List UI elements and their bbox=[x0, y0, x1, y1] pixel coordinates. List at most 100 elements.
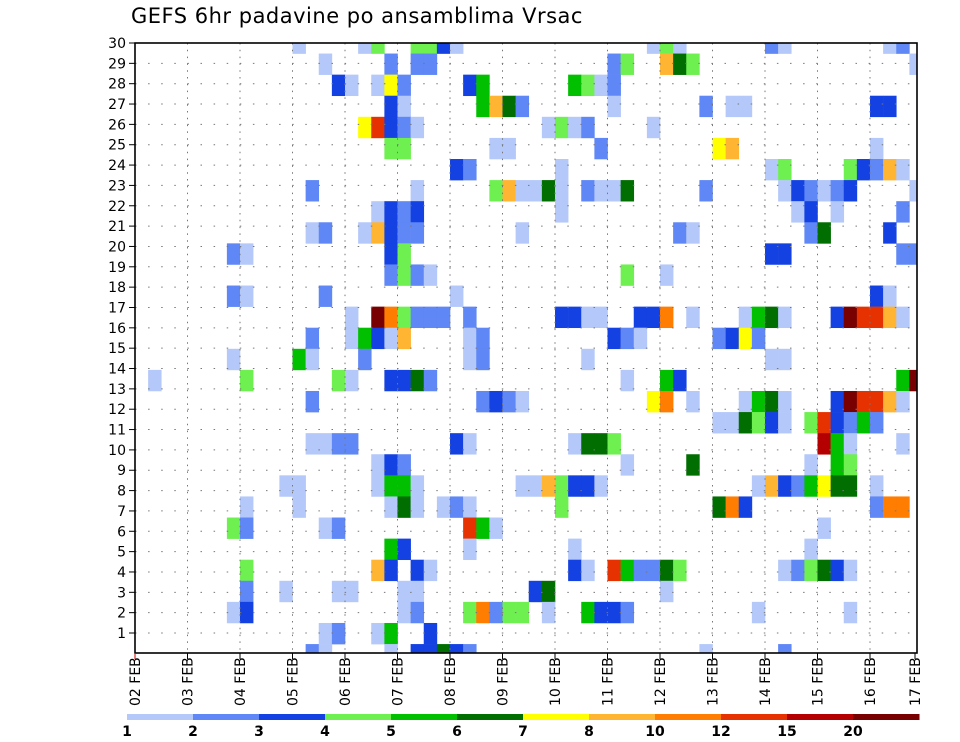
x-tick-label: 04 FEB bbox=[233, 657, 249, 706]
heatmap-cell bbox=[410, 222, 425, 244]
plot-cells bbox=[148, 43, 917, 653]
heatmap-cell bbox=[673, 369, 687, 392]
heatmap-cell bbox=[712, 327, 726, 350]
heatmap-cell bbox=[436, 306, 451, 329]
heatmap-cell bbox=[620, 454, 635, 476]
heatmap-cell bbox=[410, 43, 425, 54]
heatmap-cell bbox=[463, 644, 477, 653]
heatmap-cell bbox=[371, 222, 385, 244]
heatmap-cell bbox=[778, 644, 792, 653]
x-tick-label: 06 FEB bbox=[338, 657, 354, 706]
heatmap-cell bbox=[594, 306, 608, 329]
heatmap-cell bbox=[515, 390, 530, 413]
heatmap-cell bbox=[331, 517, 346, 539]
heatmap-cell bbox=[568, 538, 582, 561]
heatmap-cell bbox=[699, 180, 713, 202]
heatmap-cell bbox=[791, 475, 805, 497]
heatmap-cell bbox=[830, 180, 845, 202]
heatmap-cell bbox=[489, 137, 503, 160]
colorbar-label: 1 bbox=[122, 724, 132, 740]
heatmap-cell bbox=[607, 74, 621, 97]
heatmap-cell bbox=[856, 159, 871, 181]
heatmap-cell bbox=[607, 433, 621, 455]
heatmap-cell bbox=[581, 116, 595, 139]
heatmap-cell bbox=[870, 390, 884, 413]
heatmap-cell bbox=[660, 559, 674, 582]
heatmap-cell bbox=[856, 390, 871, 413]
heatmap-cell bbox=[384, 137, 398, 160]
heatmap-cell bbox=[883, 159, 897, 181]
heatmap-cell bbox=[856, 412, 871, 434]
heatmap-cell bbox=[423, 264, 438, 286]
heatmap-cell bbox=[633, 559, 648, 582]
heatmap-cell bbox=[607, 180, 621, 202]
heatmap-cell bbox=[528, 475, 543, 497]
x-tick-label: 05 FEB bbox=[286, 657, 302, 706]
heatmap-cell bbox=[305, 327, 320, 350]
heatmap-cell bbox=[843, 412, 858, 434]
y-tick-label: 21 bbox=[108, 219, 126, 235]
heatmap-cell bbox=[410, 53, 425, 75]
heatmap-cell bbox=[240, 285, 254, 307]
heatmap-cell bbox=[699, 644, 713, 653]
heatmap-cell bbox=[725, 137, 740, 160]
colorbar-swatch bbox=[193, 714, 260, 720]
heatmap-cell bbox=[240, 243, 254, 265]
heatmap-cell bbox=[436, 43, 451, 54]
heatmap-cell bbox=[423, 306, 438, 329]
heatmap-cell bbox=[305, 433, 320, 455]
heatmap-cell bbox=[817, 412, 831, 434]
heatmap-cell bbox=[358, 116, 372, 139]
heatmap-cell bbox=[423, 53, 438, 75]
heatmap-cell bbox=[318, 53, 333, 75]
heatmap-cell bbox=[896, 43, 910, 54]
heatmap-cell bbox=[318, 622, 333, 645]
heatmap-cell bbox=[555, 306, 569, 329]
heatmap-cell bbox=[476, 517, 490, 539]
heatmap-cell bbox=[463, 601, 477, 624]
heatmap-cell bbox=[450, 644, 464, 653]
heatmap-cell bbox=[594, 180, 608, 202]
heatmap-cell bbox=[660, 43, 674, 54]
heatmap-cell bbox=[397, 601, 411, 624]
heatmap-cell bbox=[607, 53, 621, 75]
heatmap-cell bbox=[292, 496, 306, 518]
heatmap-cell bbox=[476, 601, 490, 624]
heatmap-cell bbox=[883, 285, 897, 307]
heatmap-cell bbox=[830, 475, 845, 497]
colorbar-swatch bbox=[721, 714, 788, 720]
heatmap-cell bbox=[240, 559, 254, 582]
heatmap-cell bbox=[751, 412, 766, 434]
heatmap-cell bbox=[660, 306, 674, 329]
heatmap-cell bbox=[594, 433, 608, 455]
heatmap-cell bbox=[581, 348, 595, 371]
heatmap-cell bbox=[751, 327, 766, 350]
heatmap-cell bbox=[581, 306, 595, 329]
heatmap-cell bbox=[856, 306, 871, 329]
heatmap-cell bbox=[371, 327, 385, 350]
y-tick-label: 27 bbox=[108, 97, 126, 113]
heatmap-cell bbox=[410, 601, 425, 624]
heatmap-cell bbox=[804, 454, 818, 476]
heatmap-cell bbox=[896, 201, 910, 223]
colorbar-label: 7 bbox=[518, 724, 528, 740]
heatmap-cell bbox=[384, 644, 398, 653]
heatmap-cell bbox=[502, 95, 516, 118]
heatmap-cell bbox=[502, 180, 516, 202]
x-tick-label: 12 FEB bbox=[653, 657, 669, 706]
heatmap-cell bbox=[345, 369, 359, 392]
heatmap-cell bbox=[305, 390, 320, 413]
heatmap-cell bbox=[830, 412, 845, 434]
heatmap-cell bbox=[870, 137, 884, 160]
heatmap-cell bbox=[515, 180, 530, 202]
heatmap-cell bbox=[384, 475, 398, 497]
heatmap-cell bbox=[371, 74, 385, 97]
heatmap-cell bbox=[463, 348, 477, 371]
heatmap-cell bbox=[830, 559, 845, 582]
heatmap-cell bbox=[463, 517, 477, 539]
y-tick-label: 12 bbox=[108, 402, 126, 418]
heatmap-cell bbox=[384, 243, 398, 265]
heatmap-cell bbox=[568, 116, 582, 139]
y-tick-label: 17 bbox=[108, 300, 126, 316]
colorbar-label: 2 bbox=[188, 724, 198, 740]
